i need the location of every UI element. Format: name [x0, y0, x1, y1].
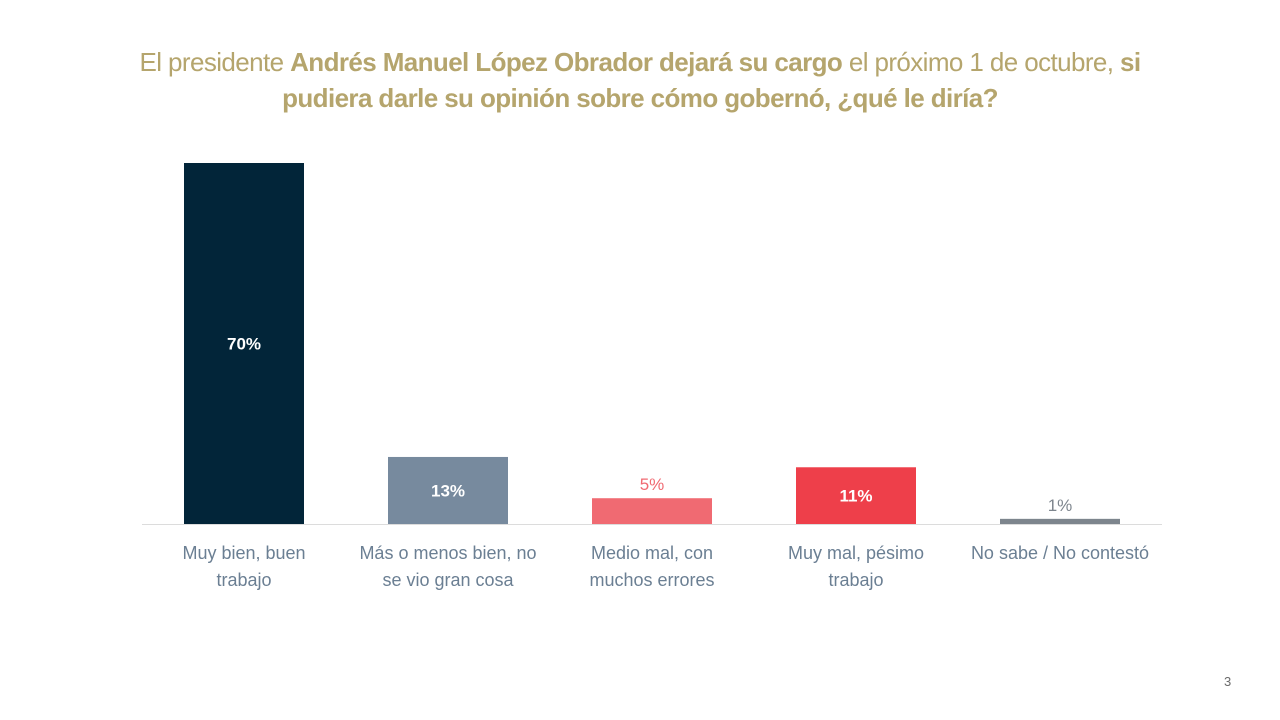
category-label: Muy bien, buen: [182, 543, 305, 563]
bar: [796, 467, 916, 524]
data-label: 11%: [839, 487, 872, 506]
chart-title: El presidente Andrés Manuel López Obrado…: [100, 44, 1180, 116]
page-number: 3: [1224, 674, 1232, 689]
category-label: Muy mal, pésimo: [788, 543, 924, 563]
category-label: muchos errores: [589, 570, 714, 590]
category-label: se vio gran cosa: [382, 570, 514, 590]
bar: [592, 498, 712, 524]
category-label: Más o menos bien, no: [359, 543, 536, 563]
data-label: 5%: [640, 475, 665, 494]
category-label: trabajo: [216, 570, 271, 590]
bar: [388, 456, 508, 524]
title-segment: Andrés Manuel López Obrador dejará su ca…: [290, 47, 843, 77]
category-label: No sabe / No contestó: [971, 543, 1149, 563]
title-segment: el próximo 1 de octubre,: [842, 47, 1120, 77]
bar: [184, 163, 304, 524]
data-label: 13%: [431, 481, 465, 500]
title-segment: El presidente: [139, 47, 291, 77]
category-label: Medio mal, con: [591, 543, 713, 563]
category-label: trabajo: [828, 570, 883, 590]
data-label: 1%: [1048, 496, 1073, 515]
title-segment: si pudiera darle su opinión sobre cómo g…: [282, 47, 1141, 113]
data-label: 70%: [227, 335, 261, 354]
bar: [1000, 518, 1120, 524]
